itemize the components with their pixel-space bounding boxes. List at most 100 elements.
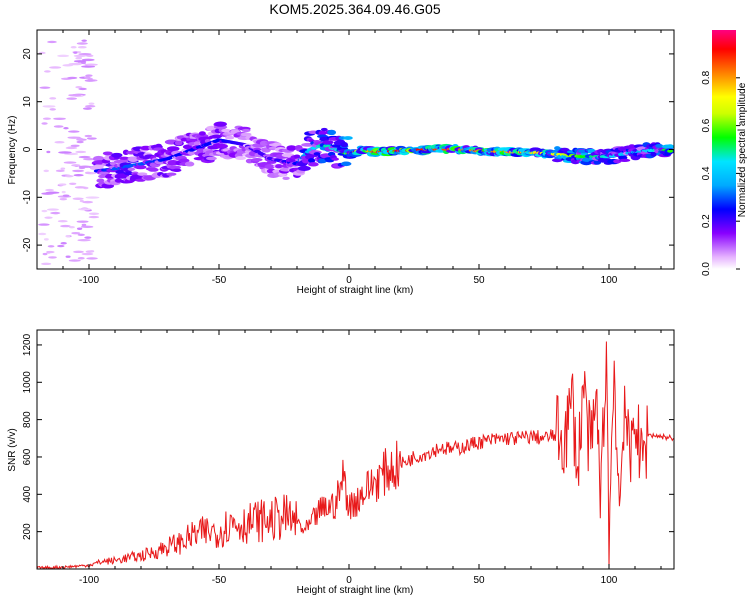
spectrogram-noise-blob xyxy=(84,76,91,79)
spectrogram-blob xyxy=(137,172,148,176)
spectrogram-blob xyxy=(198,131,206,136)
spectrogram-noise-blob xyxy=(46,208,59,211)
spectrogram-blob xyxy=(169,165,182,170)
x-tick-label: 50 xyxy=(473,575,485,586)
spectrogram-noise-blob xyxy=(75,57,82,60)
spectrogram-blob xyxy=(240,132,252,137)
spectrogram-blob xyxy=(172,168,182,172)
spectrogram-noise-blob xyxy=(41,209,48,213)
spectrogram-noise-blob xyxy=(81,65,96,68)
spectrogram-ylabel: Frequency (Hz) xyxy=(7,116,18,185)
spectrogram-noise-blob xyxy=(77,233,85,237)
x-tick-label: -50 xyxy=(212,575,227,586)
spectrogram-blob xyxy=(193,141,200,146)
spectrogram-noise-blob xyxy=(41,262,52,266)
spectrogram-noise-blob xyxy=(50,211,61,215)
spectrogram-noise-blob xyxy=(77,239,91,242)
spectrogram-noise-blob xyxy=(77,46,87,49)
colorbar-scale xyxy=(712,30,736,269)
spectrogram-blob xyxy=(196,148,205,153)
spectrogram-noise-blob xyxy=(43,169,50,173)
spectrogram-blob xyxy=(297,165,311,171)
spectrogram-noise-blob xyxy=(84,79,95,82)
colorbar-tick-label: 0.6 xyxy=(701,118,712,132)
colorbar-tick-label: 0.8 xyxy=(701,70,712,84)
spectrogram-noise-blob xyxy=(42,105,56,108)
y-tick-label: 1200 xyxy=(22,333,33,356)
spectrogram-blob xyxy=(313,152,321,156)
spectrogram-noise-blob xyxy=(84,105,96,108)
spectrogram-noise-blob xyxy=(76,42,88,45)
spectrogram-noise-blob xyxy=(85,74,93,77)
spectrogram-blob xyxy=(266,160,277,164)
spectrogram-noise-blob xyxy=(47,245,55,248)
x-tick-label: 0 xyxy=(346,575,352,586)
spectrogram-blob xyxy=(147,167,159,172)
colorbar: 0.0 0.2 0.4 0.6 0.8 Normalized spectral ampl… xyxy=(701,30,748,276)
spectrogram-noise-blob xyxy=(65,235,71,238)
colorbar-tick-label: 0.0 xyxy=(701,262,712,276)
spectrogram-noise-blob xyxy=(75,150,87,154)
spectrogram-blob xyxy=(118,156,130,160)
spectrogram-noise-blob xyxy=(47,40,57,44)
y-tick-label: 1000 xyxy=(22,371,33,394)
spectrogram-blob xyxy=(618,158,631,162)
spectrogram-blob xyxy=(174,140,183,146)
spectrogram-noise-blob xyxy=(71,231,81,235)
spectrogram-noise-blob xyxy=(81,39,87,42)
spectrogram-noise-blob xyxy=(61,190,66,194)
figure-title: KOM5.2025.364.09.46.G05 xyxy=(269,1,440,17)
spectrogram-noise-blob xyxy=(78,165,92,168)
spectrogram-blob xyxy=(178,158,190,163)
spectrogram-blob xyxy=(127,167,136,171)
spectrogram-noise-blob xyxy=(53,125,64,128)
spectrogram-blob xyxy=(118,158,130,163)
spectrogram-blob xyxy=(331,157,339,161)
spectrogram-noise-blob xyxy=(42,117,51,120)
spectrogram-blob xyxy=(666,144,674,150)
spectrogram-noise-blob xyxy=(42,252,48,256)
spectrogram-noise-blob xyxy=(63,126,69,130)
spectrogram-blob xyxy=(155,143,162,148)
spectrogram-blob xyxy=(235,156,247,161)
spectrogram-noise-blob xyxy=(86,137,97,140)
spectrogram-noise-blob xyxy=(88,215,100,219)
spectrogram-blob xyxy=(214,121,227,127)
spectrogram-blob xyxy=(282,176,290,181)
spectrogram-blob xyxy=(111,152,123,158)
spectrogram-blob xyxy=(343,136,353,140)
spectrogram-noise-blob xyxy=(81,252,94,256)
spectrogram-noise-blob xyxy=(66,97,78,100)
spectrogram-noise-blob xyxy=(41,192,54,195)
spectrogram-blob xyxy=(293,154,301,159)
spectrogram-blob xyxy=(318,158,327,164)
spectrogram-noise-blob xyxy=(78,87,87,91)
x-tick-label: 0 xyxy=(346,275,352,286)
spectrogram-blob xyxy=(251,157,263,162)
spectrogram-blob xyxy=(221,128,231,133)
spectrogram-noise-blob xyxy=(65,255,71,258)
spectrogram-noise-blob xyxy=(44,216,53,219)
spectrogram-noise-blob xyxy=(71,164,81,167)
spectrogram-noise-blob xyxy=(60,224,71,228)
spectrogram-noise-blob xyxy=(84,63,98,66)
spectrogram-blob xyxy=(134,165,147,170)
spectrogram-blob xyxy=(551,158,563,163)
spectrogram-noise-blob xyxy=(57,244,65,248)
y-tick-label: 600 xyxy=(22,448,33,465)
spectrogram-noise-blob xyxy=(38,232,47,236)
spectrogram-blob xyxy=(98,174,107,179)
spectrogram-noise-blob xyxy=(58,151,72,154)
spectrogram-noise-blob xyxy=(84,236,92,239)
spectrogram-noise-blob xyxy=(88,102,95,105)
spectrogram-noise-blob xyxy=(70,144,80,147)
spectrogram-blob xyxy=(322,140,334,145)
spectrogram-noise-blob xyxy=(85,196,100,199)
y-tick-label: -20 xyxy=(22,237,33,252)
spectrogram-noise-blob xyxy=(43,238,49,241)
spectrogram-noise-blob xyxy=(69,182,77,185)
spectrogram-noise-blob xyxy=(88,212,100,215)
spectrogram-noise-blob xyxy=(81,58,95,62)
